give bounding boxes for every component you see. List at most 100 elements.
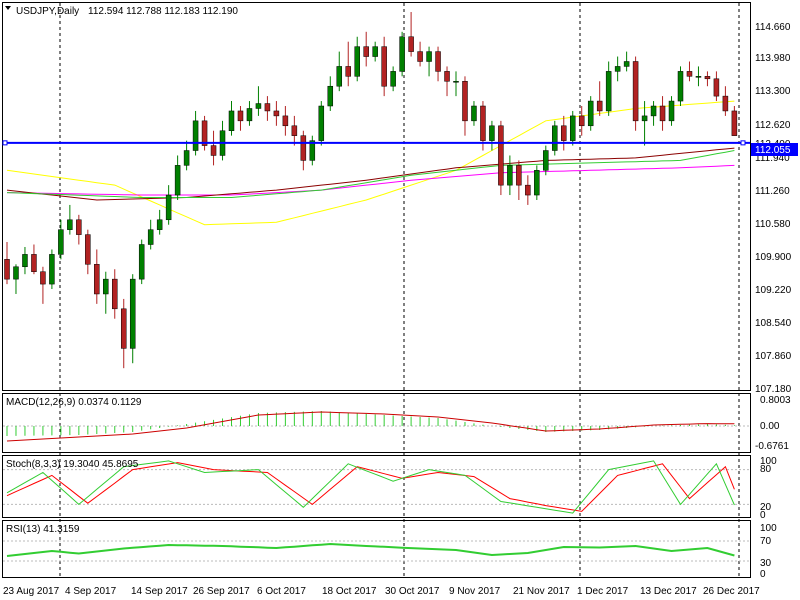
stoch-main-line bbox=[6, 460, 735, 514]
candle-bull bbox=[183, 150, 190, 166]
candle-bull bbox=[49, 254, 55, 285]
candle-bear bbox=[731, 110, 738, 136]
support-line-handle bbox=[2, 140, 8, 146]
candle-bear bbox=[498, 125, 504, 186]
candle-bear bbox=[210, 145, 217, 156]
stoch-tick: 0 bbox=[760, 510, 766, 521]
macd-signal-line bbox=[6, 411, 735, 442]
stoch-tick: 80 bbox=[760, 464, 772, 475]
candle-bull bbox=[623, 61, 630, 67]
candle-bear bbox=[291, 125, 298, 136]
candle-bear bbox=[686, 71, 693, 77]
candle-bull bbox=[453, 81, 459, 83]
time-label: 30 Oct 2017 bbox=[385, 586, 440, 597]
time-label: 21 Nov 2017 bbox=[513, 586, 570, 597]
candle-bear bbox=[516, 165, 522, 186]
hline-price-tag: 112.055 bbox=[755, 145, 791, 156]
indicator-lines bbox=[6, 411, 735, 557]
time-label: 14 Sep 2017 bbox=[131, 586, 188, 597]
candle-bull bbox=[399, 36, 405, 72]
time-axis: 23 Aug 2017 4 Sep 2017 14 Sep 2017 26 Se… bbox=[3, 586, 760, 597]
candle-bear bbox=[596, 100, 603, 112]
time-label: 6 Oct 2017 bbox=[257, 586, 306, 597]
candle-bear bbox=[300, 135, 307, 161]
candle-bull bbox=[156, 219, 163, 230]
candle-bull bbox=[641, 115, 648, 122]
macd-scale: 0.8003 0.00 -0.6761 bbox=[755, 395, 791, 452]
candle-bear bbox=[561, 125, 567, 141]
stoch-signal-line bbox=[6, 462, 735, 512]
candle-bear bbox=[381, 46, 387, 87]
price-panel[interactable] bbox=[2, 2, 751, 391]
stoch-title: Stoch(8,3,3) 19.3040 45.8695 bbox=[6, 459, 139, 470]
macd-tick: 0.8003 bbox=[760, 395, 791, 406]
symbol-arrow-icon bbox=[5, 6, 11, 10]
rsi-tick: 0 bbox=[760, 569, 766, 580]
candle-bull bbox=[507, 165, 513, 186]
candle-bear bbox=[237, 110, 244, 122]
candle-bull bbox=[543, 150, 549, 171]
candle-bull bbox=[174, 165, 181, 196]
candle-bull bbox=[677, 71, 684, 102]
time-label: 9 Nov 2017 bbox=[449, 586, 501, 597]
candle-bull bbox=[390, 71, 396, 87]
candle-bear bbox=[120, 308, 127, 349]
time-label: 4 Sep 2017 bbox=[65, 586, 117, 597]
candle-bear bbox=[578, 115, 585, 127]
candle-bear bbox=[722, 95, 729, 112]
candle-bull bbox=[695, 76, 702, 78]
candle-bull bbox=[552, 125, 558, 151]
candle-bull bbox=[372, 46, 378, 57]
candle-bull bbox=[650, 105, 657, 117]
candle-bull bbox=[246, 108, 253, 122]
ma-green-line bbox=[6, 150, 735, 198]
price-tick: 109.220 bbox=[755, 285, 792, 296]
price-title-symbol: USDJPY,Daily bbox=[16, 6, 79, 17]
rsi-line bbox=[6, 542, 735, 557]
stoch-panel[interactable] bbox=[2, 455, 751, 518]
candle-bull bbox=[67, 219, 73, 230]
time-label: 13 Dec 2017 bbox=[640, 586, 697, 597]
rsi-tick: 100 bbox=[760, 523, 777, 534]
stoch-tick: 100 bbox=[760, 456, 777, 467]
rsi-panel[interactable] bbox=[2, 520, 751, 578]
candle-bull bbox=[605, 71, 612, 112]
candle-bear bbox=[345, 66, 351, 77]
candle-bear bbox=[40, 271, 46, 285]
time-label: 26 Dec 2017 bbox=[703, 586, 760, 597]
candle-bull bbox=[165, 194, 172, 221]
candle-bull bbox=[255, 103, 262, 109]
rsi-tick: 30 bbox=[760, 558, 772, 569]
price-tick: 113.980 bbox=[755, 53, 791, 64]
candle-bear bbox=[282, 115, 289, 127]
candle-bear bbox=[435, 51, 441, 72]
candle-bull bbox=[426, 51, 432, 62]
macd-tick: 0.00 bbox=[760, 421, 780, 432]
price-tick: 111.940 bbox=[755, 153, 790, 164]
time-label: 23 Aug 2017 bbox=[3, 586, 60, 597]
candle-bear bbox=[273, 110, 280, 117]
moving-averages bbox=[6, 100, 735, 226]
candle-bull bbox=[147, 229, 154, 245]
candle-bear bbox=[713, 78, 720, 97]
candle-bull bbox=[318, 105, 325, 141]
price-tick: 107.180 bbox=[755, 384, 792, 395]
candle-bear bbox=[31, 254, 37, 272]
price-tick: 107.860 bbox=[755, 351, 792, 362]
candle-bull bbox=[103, 278, 109, 295]
ma-yellow-line bbox=[6, 100, 735, 226]
ma-magenta-line bbox=[6, 164, 735, 196]
time-label: 18 Oct 2017 bbox=[322, 586, 377, 597]
candle-bull bbox=[58, 229, 64, 255]
candle-bear bbox=[444, 71, 450, 82]
candle-bear bbox=[94, 264, 100, 295]
candle-bear bbox=[85, 234, 91, 265]
price-title-ohlc: 112.594 112.788 112.183 112.190 bbox=[88, 6, 238, 17]
candle-bear bbox=[462, 81, 468, 122]
candle-bear bbox=[659, 105, 666, 122]
candle-bear bbox=[632, 61, 639, 122]
price-tick: 108.540 bbox=[755, 318, 792, 329]
candle-bull bbox=[138, 244, 145, 280]
macd-panel[interactable] bbox=[2, 393, 751, 453]
